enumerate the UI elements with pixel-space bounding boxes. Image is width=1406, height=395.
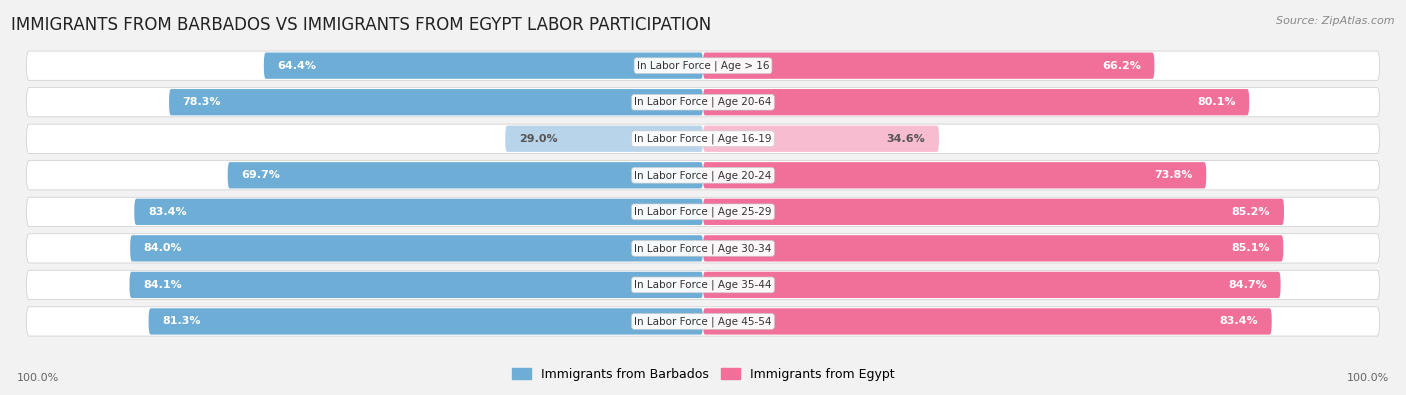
FancyBboxPatch shape <box>131 235 703 261</box>
Text: 66.2%: 66.2% <box>1102 61 1140 71</box>
Text: 100.0%: 100.0% <box>17 373 59 383</box>
Text: In Labor Force | Age 16-19: In Labor Force | Age 16-19 <box>634 134 772 144</box>
Text: In Labor Force | Age 45-54: In Labor Force | Age 45-54 <box>634 316 772 327</box>
Text: IMMIGRANTS FROM BARBADOS VS IMMIGRANTS FROM EGYPT LABOR PARTICIPATION: IMMIGRANTS FROM BARBADOS VS IMMIGRANTS F… <box>11 16 711 34</box>
FancyBboxPatch shape <box>27 307 1379 336</box>
FancyBboxPatch shape <box>27 234 1379 263</box>
Text: 85.1%: 85.1% <box>1232 243 1270 253</box>
FancyBboxPatch shape <box>703 308 1271 335</box>
Text: In Labor Force | Age 25-29: In Labor Force | Age 25-29 <box>634 207 772 217</box>
Text: 83.4%: 83.4% <box>1219 316 1258 326</box>
Text: 100.0%: 100.0% <box>1347 373 1389 383</box>
FancyBboxPatch shape <box>169 89 703 115</box>
Text: 85.2%: 85.2% <box>1232 207 1271 217</box>
FancyBboxPatch shape <box>228 162 703 188</box>
FancyBboxPatch shape <box>27 51 1379 80</box>
Text: 29.0%: 29.0% <box>519 134 558 144</box>
Text: 34.6%: 34.6% <box>887 134 925 144</box>
FancyBboxPatch shape <box>703 126 939 152</box>
Text: 84.0%: 84.0% <box>143 243 183 253</box>
Text: 83.4%: 83.4% <box>148 207 187 217</box>
FancyBboxPatch shape <box>505 126 703 152</box>
FancyBboxPatch shape <box>27 197 1379 226</box>
FancyBboxPatch shape <box>129 272 703 298</box>
Text: 73.8%: 73.8% <box>1154 170 1192 180</box>
Text: 84.1%: 84.1% <box>143 280 181 290</box>
Text: In Labor Force | Age > 16: In Labor Force | Age > 16 <box>637 60 769 71</box>
FancyBboxPatch shape <box>703 162 1206 188</box>
FancyBboxPatch shape <box>27 270 1379 299</box>
Text: 84.7%: 84.7% <box>1229 280 1267 290</box>
Text: In Labor Force | Age 20-64: In Labor Force | Age 20-64 <box>634 97 772 107</box>
Text: 81.3%: 81.3% <box>162 316 201 326</box>
Text: In Labor Force | Age 30-34: In Labor Force | Age 30-34 <box>634 243 772 254</box>
FancyBboxPatch shape <box>149 308 703 335</box>
FancyBboxPatch shape <box>135 199 703 225</box>
FancyBboxPatch shape <box>264 53 703 79</box>
Text: Source: ZipAtlas.com: Source: ZipAtlas.com <box>1277 16 1395 26</box>
Text: In Labor Force | Age 20-24: In Labor Force | Age 20-24 <box>634 170 772 181</box>
FancyBboxPatch shape <box>703 89 1249 115</box>
FancyBboxPatch shape <box>27 88 1379 117</box>
Legend: Immigrants from Barbados, Immigrants from Egypt: Immigrants from Barbados, Immigrants fro… <box>506 363 900 386</box>
Text: 64.4%: 64.4% <box>277 61 316 71</box>
FancyBboxPatch shape <box>703 53 1154 79</box>
Text: 69.7%: 69.7% <box>242 170 280 180</box>
Text: 78.3%: 78.3% <box>183 97 221 107</box>
Text: In Labor Force | Age 35-44: In Labor Force | Age 35-44 <box>634 280 772 290</box>
FancyBboxPatch shape <box>703 235 1284 261</box>
FancyBboxPatch shape <box>27 161 1379 190</box>
FancyBboxPatch shape <box>703 199 1284 225</box>
FancyBboxPatch shape <box>27 124 1379 153</box>
Text: 80.1%: 80.1% <box>1197 97 1236 107</box>
FancyBboxPatch shape <box>703 272 1281 298</box>
